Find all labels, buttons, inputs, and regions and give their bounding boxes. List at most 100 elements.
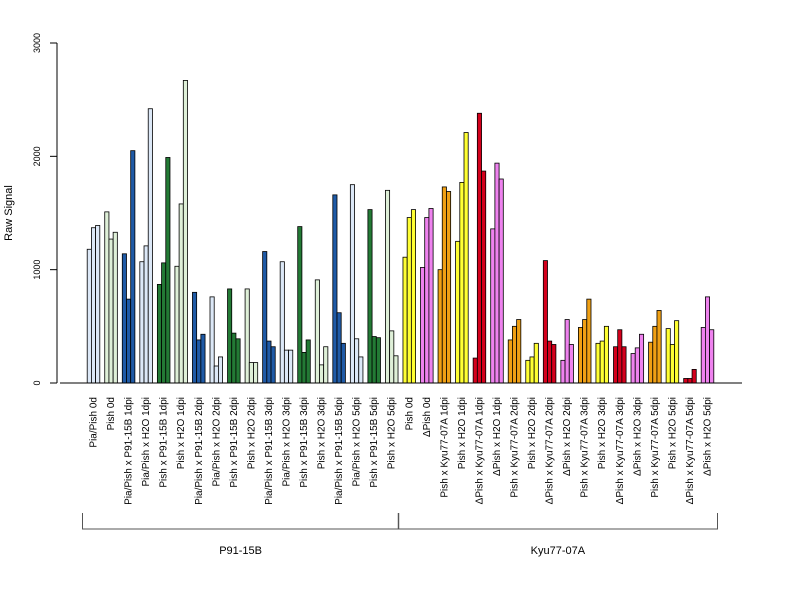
bar [709,329,715,384]
x-tick-label: Pish x H2O 1dpi [176,397,187,469]
bar [358,356,364,384]
bar [551,344,557,384]
bar [603,325,609,384]
bar [595,342,601,384]
bar [86,248,92,384]
x-tick-label: ΔPish x H2O 3dpi [632,397,643,476]
bar [121,253,127,384]
x-tick-label: Pish x H2O 2dpi [527,397,538,469]
bar [323,346,329,384]
bar-group [700,296,715,384]
bar-group [367,209,381,384]
bar [319,364,325,384]
x-tick-label: ΔPish x H2O 2dpi [562,397,573,476]
bar-group [630,333,645,384]
x-tick-label: ΔPish x H2O 1dpi [492,397,503,476]
x-tick-label: Pia/Pish x P91-15B 5dpi [334,397,345,505]
bar [586,298,592,384]
y-axis-label: Raw Signal [3,185,15,241]
bar [297,226,303,384]
bar [288,349,294,384]
bar [665,328,671,384]
bar [428,208,434,384]
bar [393,355,399,384]
bar [367,209,373,384]
bar-group [472,112,487,384]
bar [669,344,675,384]
bar [560,359,566,384]
bar [165,157,171,384]
x-tick-label: Pia/Pish x P91-15B 3dpi [264,397,275,505]
bar [244,288,250,384]
x-tick-label: Pish 0d [106,397,117,430]
strain-label: Kyu77-07A [531,545,586,557]
bar [385,189,391,384]
strain-brackets: P91-15B Kyu77-07A [82,513,718,557]
bar [512,325,518,384]
bar [231,332,237,384]
bar [446,191,452,384]
y-tick-label: 0 [32,380,42,385]
bar [283,349,289,384]
bar [104,211,110,384]
bar [578,327,584,384]
bar-group [156,157,171,384]
bar [564,319,570,384]
bar-group [665,320,680,384]
x-tick-label: ΔPish x Kyu77-07A 2dpi [545,397,556,504]
x-tick-label: Pish x P91-15B 2dpi [229,397,240,488]
bar-group [192,291,206,384]
bar [683,378,689,384]
bar [305,339,311,384]
bar [192,291,198,384]
bar-group [542,260,557,384]
bar-group [262,251,276,384]
bar-group [174,80,188,384]
bar-group [648,310,662,384]
bar-group [349,184,364,384]
bar [209,296,215,384]
bar [542,260,548,384]
x-tick-label: Pish x H2O 5dpi [387,397,398,469]
bar-group [86,225,101,384]
bar [301,351,307,384]
bar [389,330,395,384]
x-tick-label: Pish x P91-15B 1dpi [159,397,170,488]
bar [674,320,680,384]
x-tick-label: ΔPish x Kyu77-07A 1dpi [474,397,485,504]
bar [652,325,658,384]
x-tick-label: Pia/Pish x H2O 2dpi [211,397,222,487]
bar [568,344,574,384]
bar-group [139,108,153,384]
y-axis: 0 1000 2000 3000 [32,33,58,386]
bar [656,310,662,384]
bar [648,341,654,384]
bar [406,217,412,384]
bar-group [455,132,469,384]
bar-group [525,342,539,384]
bar [599,340,605,384]
bar-group [314,279,329,384]
bar-group [560,319,574,384]
x-tick-label: Pish x Kyu77-07A 3dpi [580,397,591,498]
bar [634,347,640,384]
bar [494,162,500,384]
x-tick-label: Pish x H2O 3dpi [597,397,608,469]
bar-group [297,226,311,384]
bar-group [332,194,346,384]
bars [86,80,715,384]
strain-bracket-line [397,513,718,530]
bar-group [613,329,627,384]
x-tick-label: ΔPish 0d [422,397,433,437]
bar [490,228,496,384]
bar [705,296,711,384]
bar-group [683,368,697,384]
bar [630,353,636,384]
bar-group [104,211,118,384]
strain-label: P91-15B [219,545,262,557]
bar [248,362,254,384]
bar [621,346,627,384]
x-tick-label: ΔPish x Kyu77-07A 3dpi [615,397,626,504]
bar [270,346,276,384]
x-tick-label: ΔPish x Kyu77-07A 5dpi [685,397,696,504]
